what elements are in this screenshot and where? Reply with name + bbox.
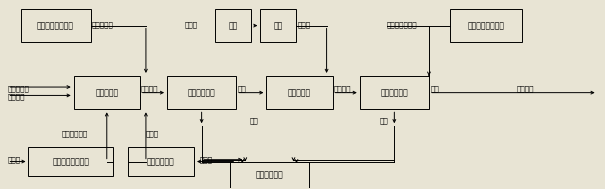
Text: 硫酸钠悬浮液: 硫酸钠悬浮液 (62, 130, 88, 137)
Bar (21, 9, 91, 42)
Text: 一级澄清设备: 一级澄清设备 (188, 88, 215, 97)
Text: 清液: 清液 (237, 86, 246, 92)
Bar (74, 76, 140, 109)
Text: 一级絮凝剂配制槽: 一级絮凝剂配制槽 (37, 21, 74, 30)
Text: 一级反应箱: 一级反应箱 (95, 88, 119, 97)
Text: 压缩: 压缩 (274, 21, 283, 30)
Text: 石膏纯卤水: 石膏纯卤水 (7, 86, 29, 92)
Bar (215, 9, 251, 42)
Text: 二级絮凝剂溶液: 二级絮凝剂溶液 (387, 21, 417, 28)
Text: 纯碱粉: 纯碱粉 (7, 156, 21, 163)
Bar (360, 76, 429, 109)
Text: 清液: 清液 (430, 86, 439, 92)
Text: 粗盐母液: 粗盐母液 (7, 93, 25, 100)
Bar (260, 9, 296, 42)
Text: 洗净: 洗净 (229, 21, 238, 30)
Text: 脱盐气: 脱盐气 (298, 21, 311, 28)
Bar (450, 9, 522, 42)
Text: 脱盐气: 脱盐气 (185, 21, 198, 28)
Text: 石灰乳配制槽: 石灰乳配制槽 (147, 157, 175, 166)
Text: 泥浆: 泥浆 (250, 117, 259, 124)
Text: 生石灰: 生石灰 (200, 156, 213, 163)
Text: 泥浆: 泥浆 (379, 117, 388, 124)
Text: 泥浆处理系统: 泥浆处理系统 (255, 170, 283, 179)
Text: 硫酸钠溶液配制槽: 硫酸钠溶液配制槽 (52, 157, 89, 166)
Text: 絮凝剂溶液: 絮凝剂溶液 (92, 21, 114, 28)
Text: 石灰乳: 石灰乳 (146, 130, 159, 137)
Bar (231, 162, 309, 188)
Bar (167, 76, 237, 109)
Text: 一级卤水: 一级卤水 (141, 86, 159, 92)
Bar (128, 147, 194, 177)
Bar (28, 147, 113, 177)
Text: 二级澄清设备: 二级澄清设备 (381, 88, 408, 97)
Text: 二级卤水: 二级卤水 (334, 86, 352, 92)
Text: 精制卤水: 精制卤水 (516, 86, 534, 92)
Bar (266, 76, 333, 109)
Text: 二级反应箱: 二级反应箱 (288, 88, 311, 97)
Text: 二级絮凝剂配制槽: 二级絮凝剂配制槽 (468, 21, 505, 30)
